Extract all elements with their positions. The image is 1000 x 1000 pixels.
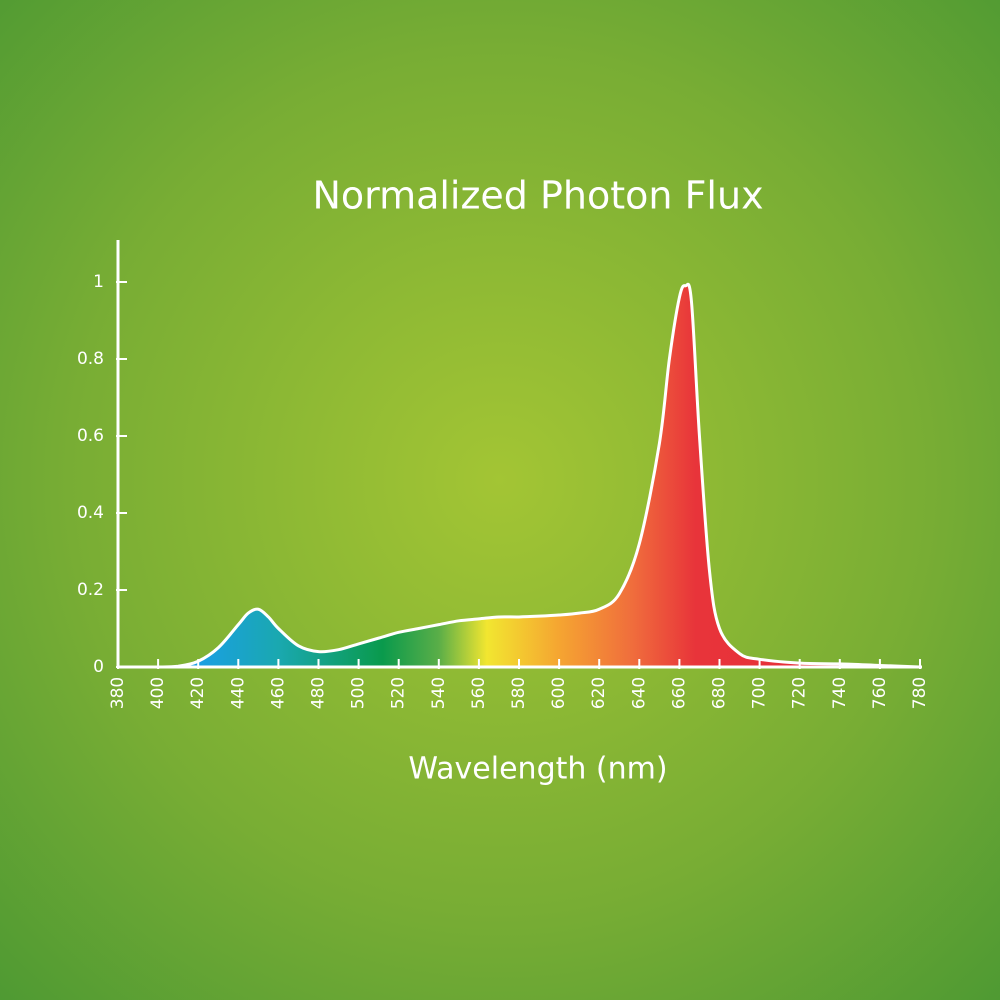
x-tick-label: 380 <box>108 677 128 709</box>
y-tick-label: 1 <box>93 272 104 292</box>
x-tick-label: 700 <box>750 677 770 709</box>
x-tick-label: 680 <box>710 677 730 709</box>
x-tick-label: 460 <box>268 677 288 709</box>
x-tick-label: 640 <box>629 677 649 709</box>
x-tick-label: 500 <box>349 677 369 709</box>
y-tick-label: 0.8 <box>77 349 104 369</box>
x-tick-label: 780 <box>910 677 930 709</box>
x-tick-label: 420 <box>188 677 208 709</box>
x-tick-label: 560 <box>469 677 489 709</box>
chart-title: Normalized Photon Flux <box>312 174 763 218</box>
area-line <box>117 282 921 669</box>
x-tick-label: 480 <box>309 677 329 709</box>
x-tick-label: 540 <box>429 677 449 709</box>
x-tick-label: 660 <box>669 677 689 709</box>
y-tick-label: 0 <box>93 657 104 677</box>
x-tick-label: 620 <box>589 677 609 709</box>
x-tick-label: 400 <box>148 677 168 709</box>
x-tick-label: 440 <box>228 677 248 709</box>
y-tick-label: 0.2 <box>77 580 104 600</box>
x-tick-label: 720 <box>790 677 810 709</box>
y-tick-label: 0.6 <box>77 426 104 446</box>
y-tick-label: 0.4 <box>77 503 104 523</box>
x-tick-label: 520 <box>389 677 409 709</box>
x-tick-label: 580 <box>509 677 529 709</box>
x-tick-label: 600 <box>549 677 569 709</box>
x-tick-label: 760 <box>870 677 890 709</box>
x-axis-label: Wavelength (nm) <box>408 752 667 787</box>
x-tick-label: 740 <box>830 677 850 709</box>
